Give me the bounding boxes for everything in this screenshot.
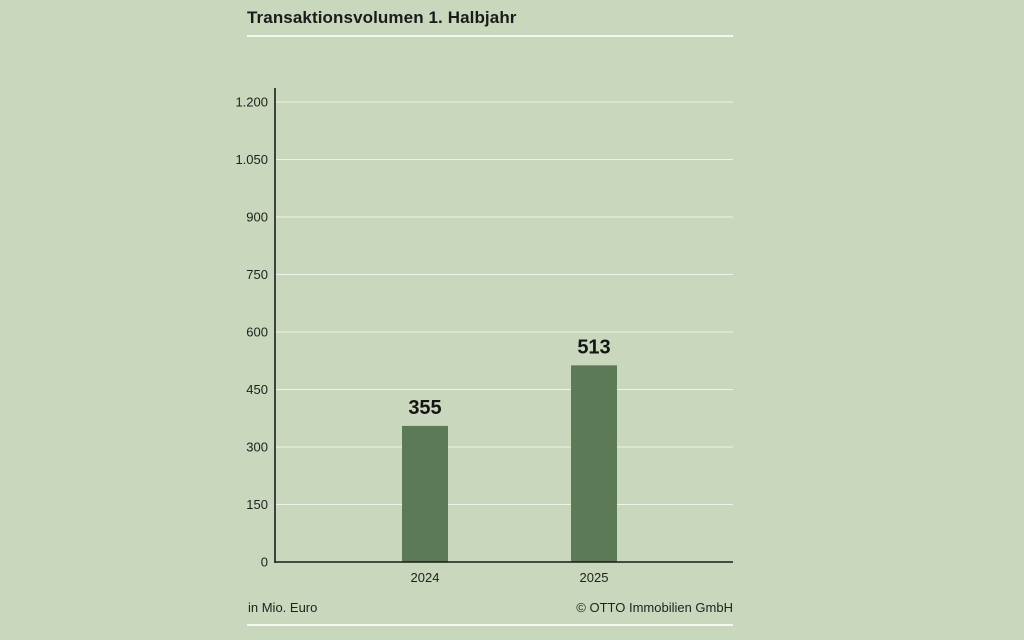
bar — [402, 425, 448, 562]
unit-note: in Mio. Euro — [248, 600, 318, 615]
y-tick-label: 1.200 — [235, 95, 268, 110]
footer-divider — [247, 624, 733, 626]
y-tick-label: 300 — [246, 440, 268, 455]
bar-value-label: 355 — [408, 397, 441, 419]
title-divider — [247, 35, 733, 37]
y-tick-label: 900 — [246, 210, 268, 225]
bar-value-label: 513 — [577, 336, 610, 358]
chart-title: Transaktionsvolumen 1. Halbjahr — [247, 8, 517, 27]
x-tick-label: 2024 — [411, 570, 440, 585]
y-tick-label: 150 — [246, 497, 268, 512]
y-tick-label: 600 — [246, 325, 268, 340]
y-tick-label: 1.050 — [235, 152, 268, 167]
source-credit: © OTTO Immobilien GmbH — [576, 600, 733, 615]
bar — [571, 365, 617, 562]
x-tick-label: 2025 — [580, 570, 609, 585]
y-tick-label: 0 — [261, 555, 268, 570]
y-tick-label: 750 — [246, 267, 268, 282]
y-tick-label: 450 — [246, 382, 268, 397]
